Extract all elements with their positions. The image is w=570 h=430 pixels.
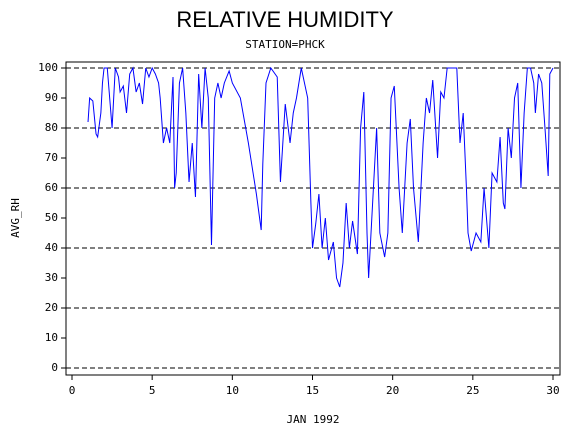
plot-frame <box>65 61 561 376</box>
y-tick-label: 90 <box>45 91 58 104</box>
x-axis-label: JAN 1992 <box>287 413 340 426</box>
x-tick-label: 25 <box>466 384 479 397</box>
y-tick-label: 30 <box>45 271 58 284</box>
y-axis-label: AVG_RH <box>9 198 22 238</box>
x-tick-label: 5 <box>149 384 156 397</box>
y-tick-label: 0 <box>51 361 58 374</box>
x-tick-label: 15 <box>306 384 319 397</box>
x-tick-label: 0 <box>69 384 76 397</box>
y-tick-label: 40 <box>45 241 58 254</box>
y-tick-label: 70 <box>45 151 58 164</box>
y-tick-label: 10 <box>45 331 58 344</box>
y-tick-label: 80 <box>45 121 58 134</box>
chart-title: RELATIVE HUMIDITY <box>176 7 394 32</box>
y-tick-label: 20 <box>45 301 58 314</box>
line-series <box>87 66 554 288</box>
y-tick-label: 60 <box>45 181 58 194</box>
x-tick-label: 10 <box>226 384 239 397</box>
y-tick-label: 50 <box>45 211 58 224</box>
y-tick-label: 100 <box>38 61 58 74</box>
x-tick-label: 30 <box>546 384 559 397</box>
x-tick-label: 20 <box>386 384 399 397</box>
chart-subtitle: STATION=PHCK <box>245 38 325 51</box>
